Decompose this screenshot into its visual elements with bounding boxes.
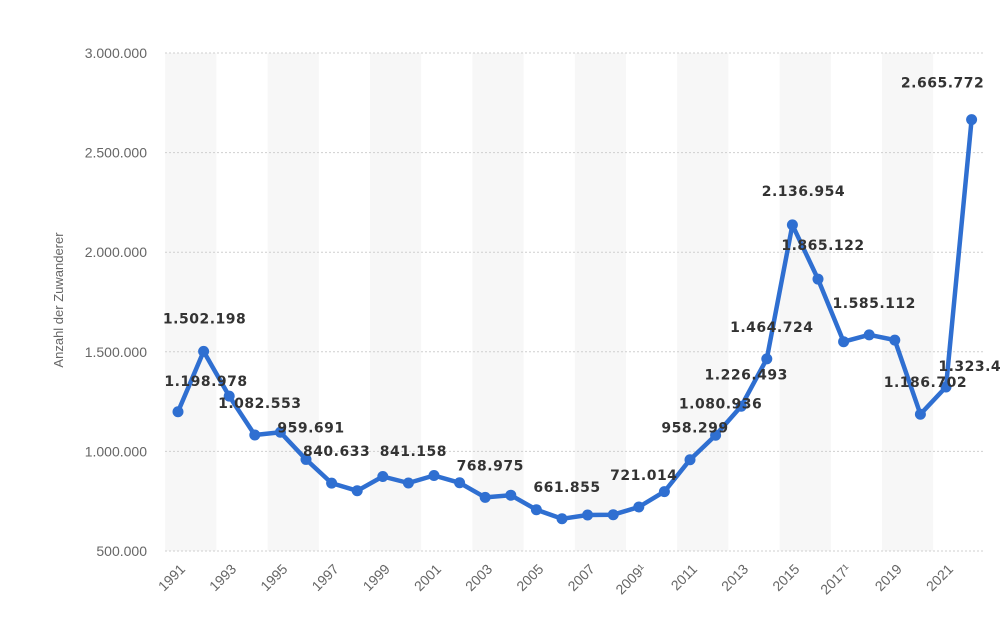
data-point	[274, 426, 286, 438]
y-tick-label: 500.000	[96, 543, 147, 559]
data-label: 840.633	[303, 444, 370, 460]
data-point	[786, 219, 798, 231]
year-band	[779, 53, 831, 551]
data-point	[838, 336, 850, 348]
data-point	[351, 485, 363, 497]
data-point	[428, 469, 440, 481]
data-point	[377, 470, 389, 482]
data-label: 1.226.493	[705, 367, 788, 383]
data-point	[223, 390, 235, 402]
data-label: 1.186.702	[884, 375, 967, 391]
data-point	[326, 477, 338, 489]
data-label: 721.014	[610, 468, 677, 484]
y-axis-label: Anzahl der Zuwanderer	[51, 232, 66, 368]
year-band	[165, 53, 217, 551]
x-tick-label: 2015	[769, 561, 802, 594]
y-tick-label: 2.000.000	[85, 244, 147, 260]
x-tick-label: 2003	[462, 561, 495, 594]
x-tick-label: 2001	[411, 561, 444, 594]
data-point	[710, 429, 722, 441]
data-point	[505, 489, 517, 501]
x-tick-label: 1999	[360, 561, 393, 594]
x-tick-label: 1991	[155, 561, 188, 594]
data-point	[914, 408, 926, 420]
data-point	[479, 491, 491, 503]
data-point	[966, 114, 978, 126]
year-bands	[165, 53, 934, 551]
data-label: 1.323.466	[938, 359, 1000, 375]
data-label: 768.975	[457, 458, 524, 474]
y-tick-label: 1.000.000	[85, 443, 147, 459]
data-label: 1.585.112	[833, 296, 916, 312]
data-label: 1.865.122	[781, 238, 864, 254]
data-label: 1.502.198	[163, 311, 246, 327]
x-tick-label: 2013	[718, 561, 751, 594]
data-point	[249, 429, 261, 441]
series-path	[175, 117, 974, 522]
x-tick-label: 1995	[257, 561, 290, 594]
x-tick-label: 1993	[206, 561, 239, 594]
data-point	[863, 329, 875, 341]
year-band	[882, 53, 934, 551]
x-tick-label: 2019	[872, 561, 905, 594]
data-point	[556, 513, 568, 525]
y-tick-label: 3.000.000	[85, 45, 147, 61]
x-tick-label: 2007	[564, 561, 597, 594]
grid-lines	[165, 52, 985, 552]
data-point	[402, 477, 414, 489]
data-point	[607, 509, 619, 521]
data-label: 1.198.978	[164, 374, 247, 390]
data-label: 959.691	[277, 420, 344, 436]
data-label: 1.080.936	[679, 396, 762, 412]
data-point	[684, 454, 696, 466]
year-band	[267, 53, 319, 551]
series-line	[175, 117, 974, 522]
data-label: 958.299	[661, 421, 728, 437]
data-point	[300, 453, 312, 465]
x-tick-label: 2017¹	[817, 561, 854, 598]
data-label: 1.464.724	[730, 320, 813, 336]
data-label: 2.136.954	[762, 184, 845, 200]
data-point	[454, 477, 466, 489]
data-point	[735, 400, 747, 412]
y-tick-label: 2.500.000	[85, 145, 147, 161]
x-tick-label: 1997	[308, 561, 341, 594]
x-axis-ticks: 1991 1993 1995 1997 1999 2001 2003 2005 2007 2009…	[155, 561, 956, 598]
data-points	[172, 114, 978, 525]
data-label: 2.665.772	[901, 76, 984, 92]
data-point	[198, 345, 210, 357]
data-point	[940, 381, 952, 393]
data-labels: 1.198.978 1.502.198 1.082.553 959.691 840.63…	[163, 76, 1000, 496]
data-point	[582, 509, 594, 521]
data-point	[889, 334, 901, 346]
year-band	[472, 53, 524, 551]
year-band	[574, 53, 626, 551]
x-tick-label: 2011	[668, 561, 701, 594]
x-tick-label: 2021	[923, 561, 956, 594]
x-tick-label: 2009¹	[612, 561, 649, 598]
data-label: 841.158	[380, 444, 447, 460]
year-band	[370, 53, 422, 551]
data-point	[530, 504, 542, 516]
data-label: 1.082.553	[218, 396, 301, 412]
y-tick-label: 1.500.000	[85, 344, 147, 360]
data-label: 661.855	[533, 480, 600, 496]
year-band	[677, 53, 729, 551]
data-point	[658, 486, 670, 498]
data-point	[172, 406, 184, 418]
data-point	[761, 353, 773, 365]
data-point	[633, 501, 645, 513]
x-tick-label: 2005	[513, 561, 546, 594]
data-point	[812, 273, 824, 285]
y-axis-ticks: 500.000 1.000.000 1.500.000 2.000.000 2.500.…	[85, 45, 148, 559]
